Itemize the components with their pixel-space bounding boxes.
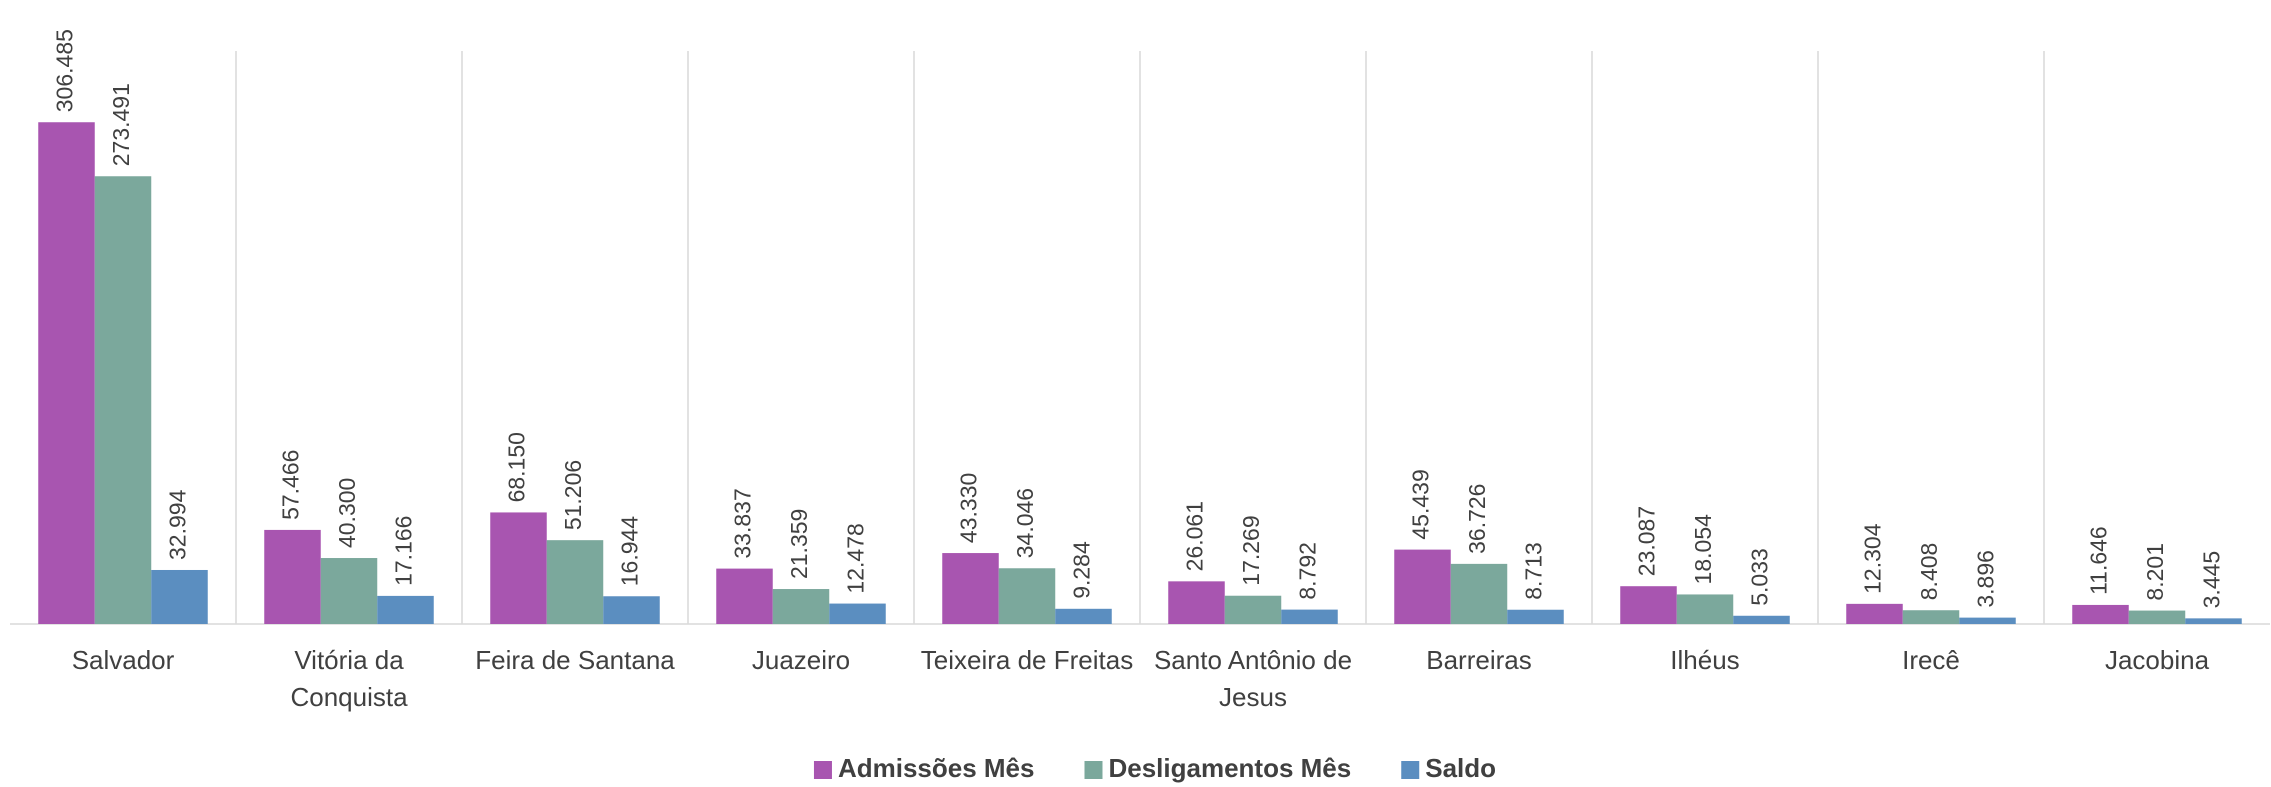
x-tick-label: Feira de Santana (475, 645, 675, 675)
bar (2128, 610, 2186, 624)
x-tick-label: Barreiras (1426, 645, 1531, 675)
value-label: 17.166 (391, 516, 417, 586)
bar (1394, 549, 1451, 624)
bar (829, 603, 886, 624)
bar (1620, 586, 1677, 624)
bar (94, 176, 152, 624)
value-label: 12.304 (1860, 523, 1886, 594)
value-label: 3.896 (1973, 550, 1999, 608)
bar (1959, 617, 2016, 624)
value-label: 36.726 (1464, 484, 1490, 554)
bar (1902, 610, 1960, 624)
x-tick-label: Vitória da Conquista (290, 645, 408, 712)
value-label: 306.485 (52, 29, 78, 112)
value-label: 43.330 (956, 473, 982, 543)
value-label: 18.054 (1690, 514, 1716, 585)
bar (546, 540, 604, 624)
value-label: 26.061 (1182, 501, 1208, 571)
legend-label: Desligamentos Mês (1108, 753, 1351, 783)
legend-swatch (1084, 761, 1103, 779)
value-label: 8.792 (1295, 542, 1321, 600)
legend-swatch (1401, 761, 1420, 779)
x-tick-label: Salvador (72, 645, 175, 675)
value-label: 16.944 (617, 516, 643, 587)
x-tick-label: Teixeira de Freitas (921, 645, 1133, 675)
value-label: 68.150 (504, 432, 530, 502)
value-label: 45.439 (1408, 469, 1434, 539)
bar (151, 569, 208, 624)
value-label: 9.284 (1069, 541, 1095, 599)
value-label: 8.408 (1916, 543, 1942, 601)
bar (38, 122, 95, 625)
value-label: 40.300 (334, 478, 360, 548)
bar (1507, 609, 1564, 624)
x-tick-label: Jacobina (2105, 645, 2210, 675)
bar (1224, 595, 1282, 624)
value-label: 17.269 (1238, 515, 1264, 585)
legend-label: Saldo (1425, 753, 1496, 783)
x-tick-label: Ilhéus (1670, 645, 1739, 675)
value-label: 57.466 (278, 450, 304, 520)
bar (772, 589, 830, 624)
value-label: 273.491 (108, 83, 134, 166)
x-tick-label: Juazeiro (752, 645, 850, 675)
value-label: 5.033 (1747, 548, 1773, 606)
bar (2072, 604, 2129, 624)
value-label: 8.201 (2142, 543, 2168, 601)
bar (1450, 563, 1508, 624)
legend-label: Admissões Mês (838, 753, 1035, 783)
bar (1846, 603, 1903, 624)
bar (1281, 609, 1338, 624)
bar (490, 512, 547, 624)
bar (377, 595, 434, 624)
bar (1676, 594, 1734, 624)
bar (2185, 618, 2242, 624)
value-label: 51.206 (560, 460, 586, 530)
value-label: 11.646 (2086, 526, 2112, 595)
bar (264, 529, 321, 624)
bar (1733, 615, 1790, 624)
bar (320, 558, 378, 624)
bar (716, 568, 773, 624)
bar (603, 596, 660, 624)
value-label: 32.994 (165, 489, 191, 560)
value-label: 23.087 (1634, 506, 1660, 576)
value-label: 34.046 (1012, 488, 1038, 558)
value-label: 12.478 (843, 523, 869, 593)
value-label: 33.837 (730, 488, 756, 558)
bar (942, 553, 999, 624)
x-tick-label: Irecê (1902, 645, 1960, 675)
value-label: 21.359 (786, 509, 812, 579)
legend-swatch (813, 761, 832, 779)
bar (1168, 581, 1225, 624)
x-tick-label: Santo Antônio de Jesus (1154, 645, 1352, 712)
value-label: 8.713 (1521, 542, 1547, 600)
bar (1055, 608, 1112, 624)
bar (998, 568, 1056, 624)
value-label: 3.445 (2199, 551, 2225, 609)
